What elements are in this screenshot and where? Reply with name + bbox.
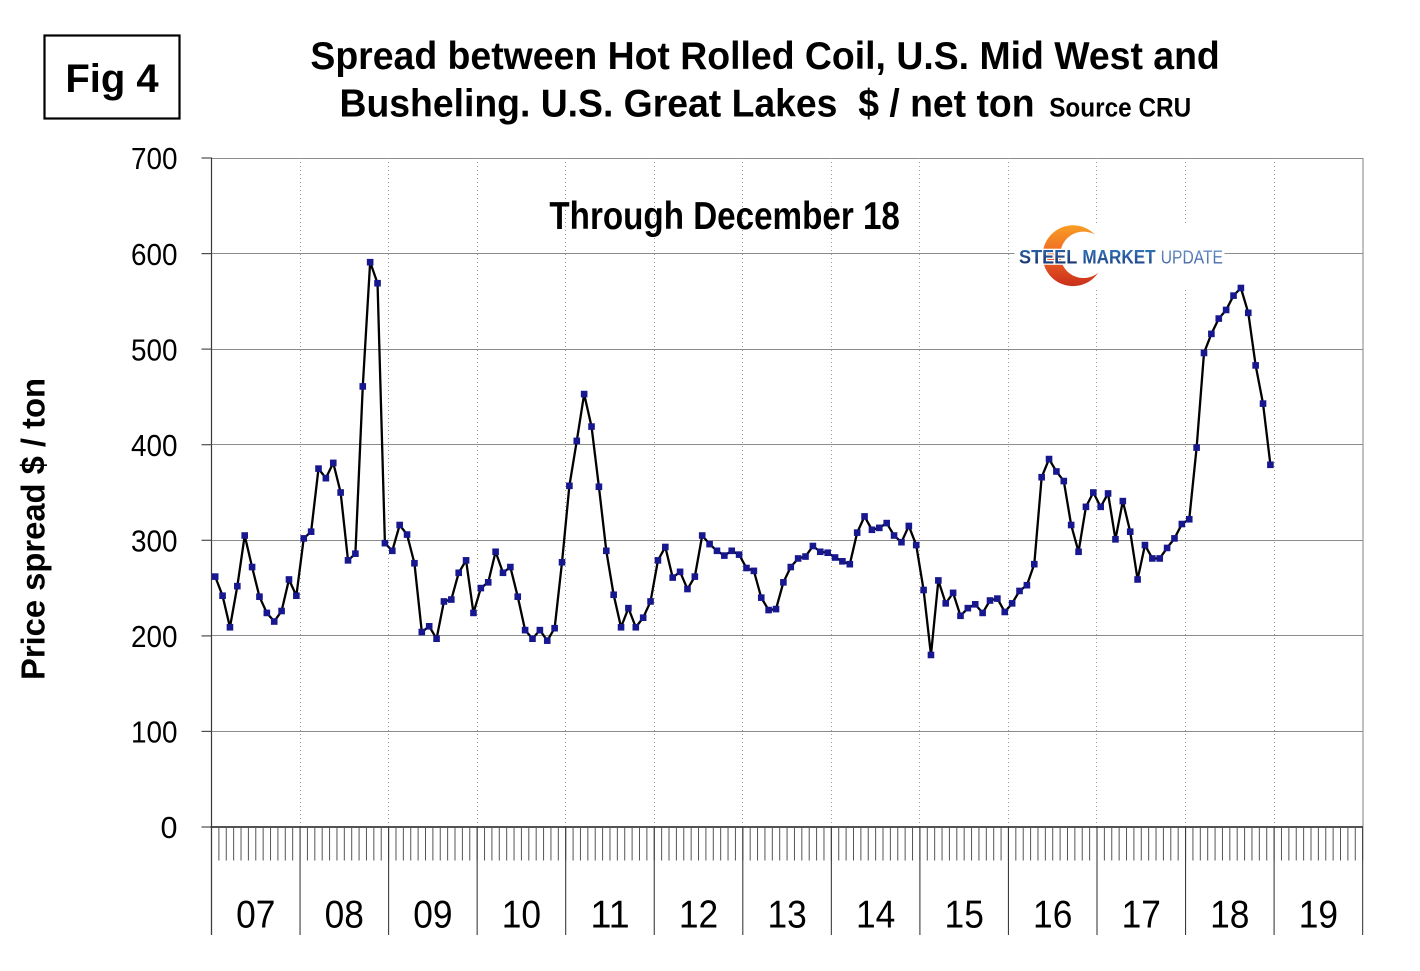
svg-text:07: 07	[236, 894, 275, 937]
svg-text:500: 500	[131, 333, 178, 367]
svg-text:STEEL: STEEL	[1019, 247, 1078, 268]
svg-text:Busheling. U.S. Great Lakes $: Busheling. U.S. Great Lakes $ / net ton	[340, 82, 1035, 125]
svg-text:600: 600	[131, 238, 178, 272]
svg-text:09: 09	[413, 894, 452, 937]
svg-text:10: 10	[502, 894, 541, 937]
svg-text:14: 14	[856, 894, 895, 937]
svg-text:17: 17	[1122, 894, 1161, 937]
svg-text:400: 400	[131, 429, 178, 463]
svg-text:18: 18	[1210, 894, 1249, 937]
svg-text:700: 700	[131, 142, 178, 176]
svg-text:Price spread $ / ton: Price spread $ / ton	[15, 378, 52, 680]
svg-text:200: 200	[131, 620, 178, 654]
svg-text:100: 100	[131, 716, 178, 750]
svg-text:19: 19	[1299, 894, 1338, 937]
svg-text:08: 08	[325, 894, 364, 937]
svg-text:16: 16	[1033, 894, 1072, 937]
svg-text:Fig 4: Fig 4	[65, 57, 159, 101]
svg-text:15: 15	[945, 894, 984, 937]
svg-text:Spread between Hot Rolled Coil: Spread between Hot Rolled Coil, U.S. Mid…	[310, 35, 1219, 78]
svg-text:0: 0	[161, 811, 178, 845]
svg-text:MARKET: MARKET	[1082, 247, 1156, 268]
svg-text:UPDATE: UPDATE	[1161, 246, 1223, 267]
svg-text:300: 300	[131, 525, 178, 559]
svg-text:Source CRU: Source CRU	[1049, 92, 1191, 122]
svg-text:13: 13	[767, 894, 806, 937]
svg-text:11: 11	[590, 894, 629, 937]
svg-text:12: 12	[679, 894, 718, 937]
svg-text:Through December 18: Through December 18	[549, 195, 900, 238]
